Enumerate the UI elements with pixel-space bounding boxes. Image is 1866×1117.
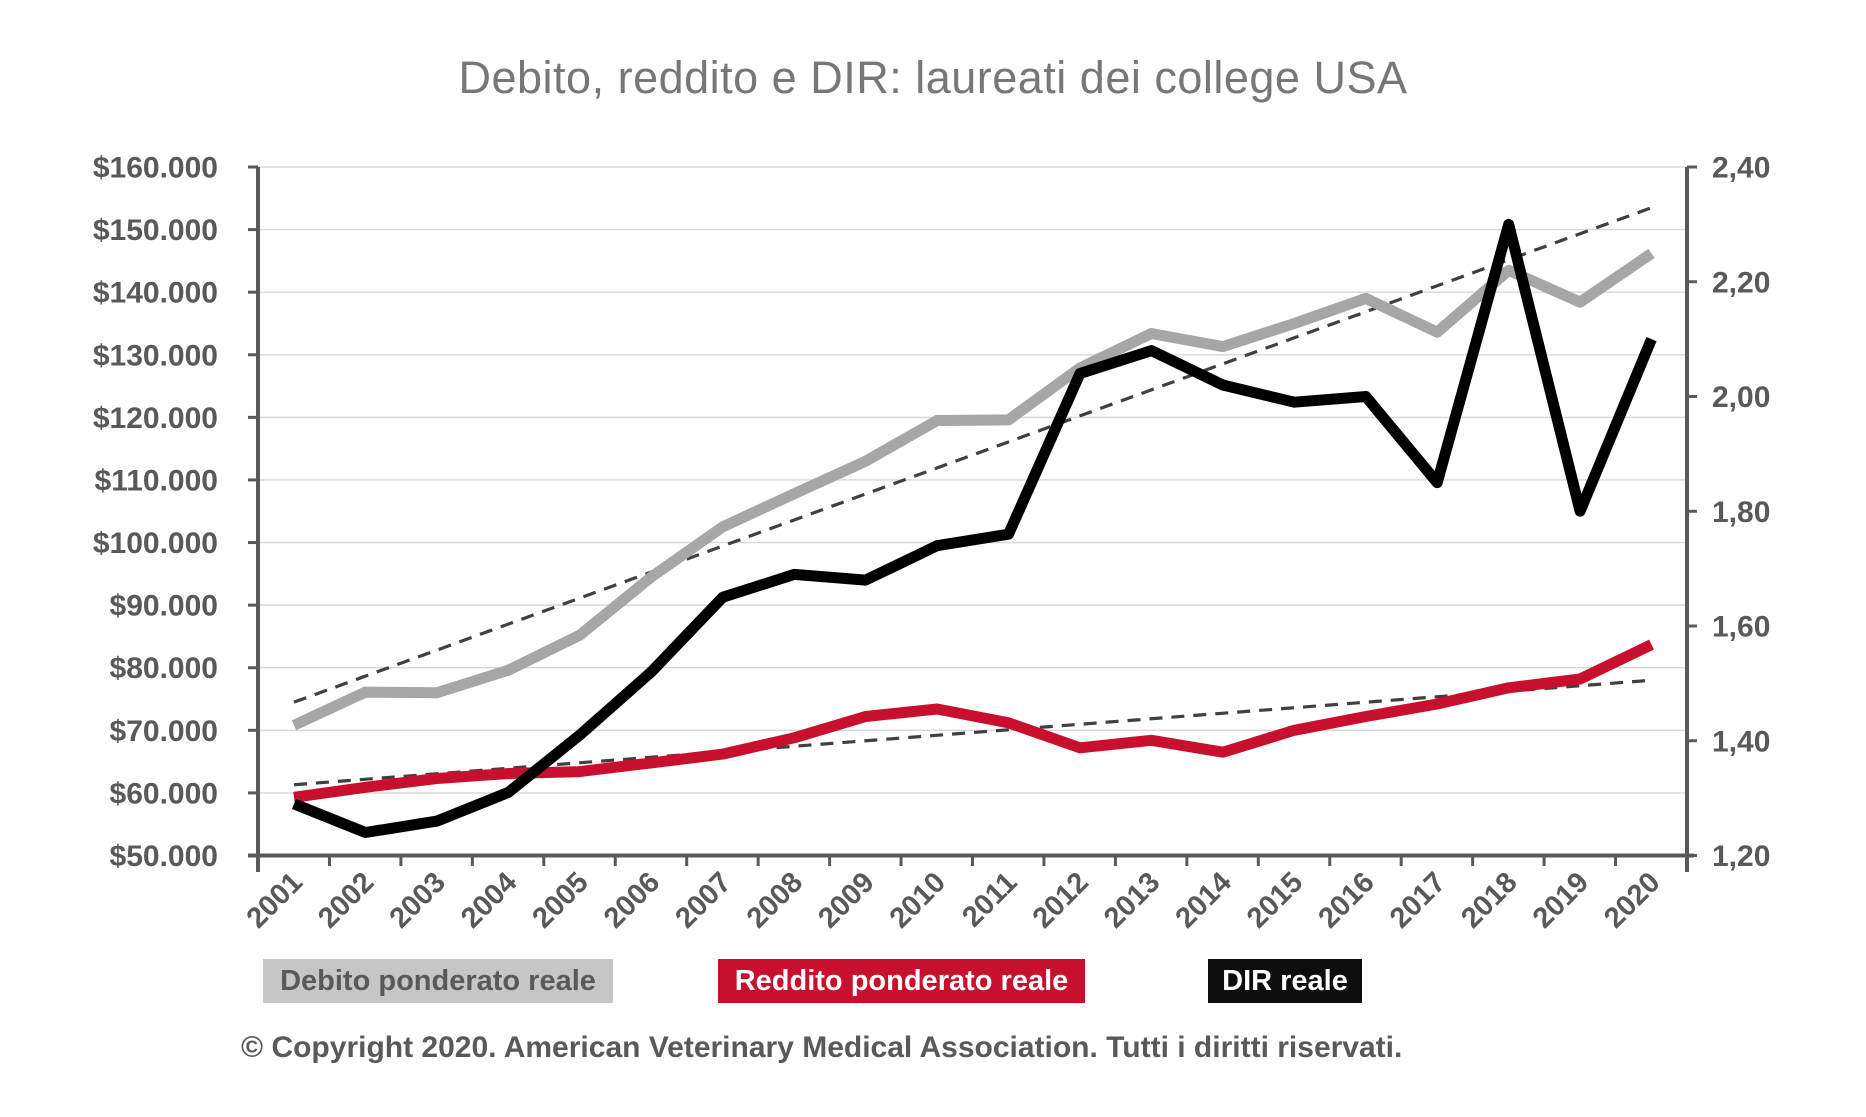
right-axis-label: 1,40	[1712, 725, 1770, 758]
x-axis-label: 2003	[384, 866, 452, 934]
legend-label-dir: DIR reale	[1222, 964, 1348, 997]
legend-item-dir: DIR reale	[1208, 959, 1362, 1003]
left-axis-label: $80.000	[110, 652, 218, 685]
x-axis-label: 2017	[1384, 866, 1452, 934]
chart-title: Debito, reddito e DIR: laureati dei coll…	[458, 52, 1408, 103]
x-axis-label: 2020	[1598, 866, 1666, 934]
x-axis-label: 2016	[1312, 866, 1380, 934]
left-axis-label: $130.000	[93, 339, 218, 372]
left-axis-label: $90.000	[110, 590, 218, 623]
series-line-debito	[291, 248, 1655, 731]
x-axis-label: 2006	[598, 866, 666, 934]
legend-label-reddito: Reddito ponderato reale	[734, 964, 1069, 997]
trendline-reddito	[293, 678, 1652, 787]
copyright-text: © Copyright 2020. American Veterinary Me…	[241, 1031, 1403, 1064]
x-axis-label: 2014	[1170, 866, 1238, 934]
x-axis-label: 2010	[884, 866, 952, 934]
left-axis-label: $70.000	[110, 715, 218, 748]
x-axis-label: 2001	[241, 866, 309, 934]
legend-label-debito: Debito ponderato reale	[280, 964, 596, 997]
x-axis-label: 2008	[741, 866, 809, 934]
legend-item-debito: Debito ponderato reale	[263, 959, 613, 1003]
right-axis-label: 2,40	[1712, 152, 1770, 185]
x-axis-label: 2007	[669, 866, 737, 934]
x-axis-label: 2005	[527, 866, 595, 934]
legend-item-reddito: Reddito ponderato reale	[718, 959, 1085, 1003]
x-axis-label: 2009	[812, 866, 880, 934]
x-axis-label: 2013	[1098, 866, 1166, 934]
x-axis-label: 2002	[312, 866, 380, 934]
x-axis-label: 2012	[1027, 866, 1095, 934]
right-axis-label: 1,80	[1712, 496, 1770, 529]
x-axis-label: 2019	[1527, 866, 1595, 934]
left-axis-label: $120.000	[93, 402, 218, 435]
right-axis-label: 2,00	[1712, 381, 1770, 414]
left-axis-label: $60.000	[110, 777, 218, 810]
left-axis-label: $140.000	[93, 277, 218, 310]
left-axis-label: $160.000	[93, 152, 218, 185]
right-axis-label: 2,20	[1712, 266, 1770, 299]
left-axis-label: $150.000	[93, 214, 218, 247]
left-axis-label: $50.000	[110, 840, 218, 873]
x-axis-label: 2015	[1241, 866, 1309, 934]
series-line-dir	[291, 218, 1657, 838]
left-axis-label: $110.000	[95, 464, 218, 497]
x-axis-label: 2004	[455, 866, 523, 934]
right-axis-label: 1,20	[1712, 840, 1770, 873]
left-axis-label: $100.000	[93, 527, 218, 560]
series-line-reddito	[293, 639, 1654, 803]
right-axis-label: 1,60	[1712, 611, 1770, 644]
x-axis-label: 2018	[1455, 866, 1523, 934]
x-axis-label: 2011	[956, 866, 1023, 933]
